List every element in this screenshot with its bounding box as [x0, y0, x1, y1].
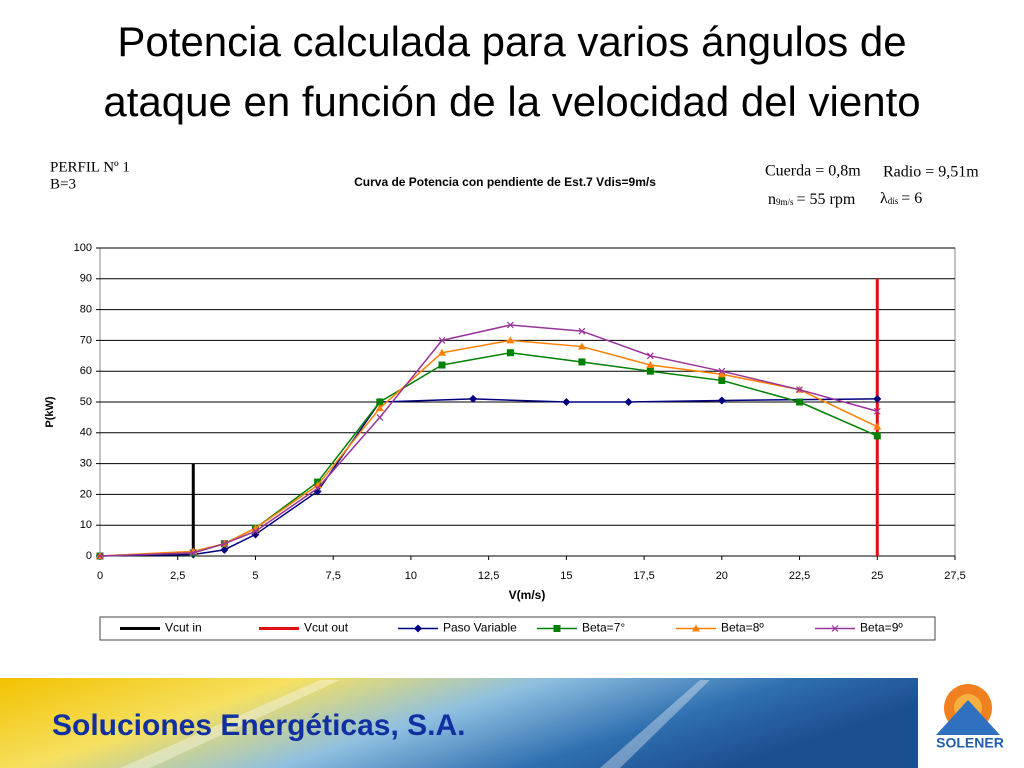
x-tick-label: 20: [716, 570, 728, 582]
marker: [646, 367, 654, 375]
annotation: λdis = 6: [880, 190, 922, 207]
marker: [646, 352, 654, 360]
marker: [624, 398, 633, 406]
x-tick-label: 12,5: [478, 570, 499, 582]
marker: [438, 336, 446, 344]
marker: [873, 422, 882, 430]
annotation-symbol: λ: [880, 190, 888, 207]
marker: [578, 327, 586, 335]
annotation: Cuerda = 0,8m: [765, 163, 861, 180]
x-axis-label: V(m/s): [509, 588, 546, 602]
marker: [873, 394, 882, 403]
y-tick-label: 60: [80, 365, 92, 377]
y-tick-label: 0: [86, 550, 92, 562]
annotation-text: = 6: [901, 190, 922, 207]
annotation: Radio = 9,51m: [883, 164, 979, 181]
marker: [375, 404, 384, 412]
marker: [96, 552, 104, 560]
marker: [220, 540, 228, 548]
legend-label: Beta=7°: [582, 621, 625, 635]
marker: [692, 624, 700, 632]
annotation-symbol: n: [768, 191, 776, 208]
y-axis-label: P(kW): [44, 396, 56, 428]
legend: [99, 616, 936, 641]
annotation-subscript: 9m/s: [776, 197, 794, 207]
legend-entries: Vcut in Vcut out Paso Variable Beta=7° Beta=…: [120, 621, 903, 635]
annotation: n9m/s = 55 rpm: [768, 191, 856, 208]
marker: [646, 361, 655, 369]
chart-title: Curva de Potencia con pendiente de Est.7…: [354, 175, 656, 189]
slide-title: ataque en función de la velocidad del vi…: [103, 78, 920, 125]
x-tick-label: 17,5: [633, 570, 654, 582]
x-tick-label: 27,5: [944, 570, 965, 582]
marker: [578, 358, 586, 366]
marker: [252, 527, 259, 535]
x-tick-label: 2,5: [170, 570, 185, 582]
marker: [376, 413, 384, 421]
y-tick-label: 100: [74, 242, 92, 254]
marker: [189, 549, 197, 557]
x-tick-label: 5: [252, 570, 258, 582]
y-tick-label: 10: [80, 519, 92, 531]
marker: [718, 367, 726, 375]
y-tick-label: 20: [80, 488, 92, 500]
legend-label: Vcut in: [165, 621, 202, 635]
annotation: PERFIL Nº 1: [50, 159, 130, 175]
decoration: [120, 680, 710, 768]
slide-title: Potencia calculada para varios ángulos d…: [117, 18, 906, 65]
plot: [96, 278, 882, 560]
marker: [469, 394, 478, 403]
logo-text: SOLENER: [936, 735, 1004, 751]
legend-label: Beta=8º: [721, 621, 764, 635]
x-tick-label: 15: [560, 570, 572, 582]
x-tick-label: 10: [405, 570, 417, 582]
logo: SOLENER: [936, 684, 1004, 751]
x-tick-label: 25: [871, 570, 883, 582]
marker: [796, 398, 804, 406]
marker: [220, 545, 229, 554]
marker: [438, 361, 446, 369]
footer-band: [0, 678, 918, 768]
x-tick-label: 0: [97, 570, 103, 582]
x-tick-label: 22,5: [789, 570, 810, 582]
y-tick-label: 30: [80, 458, 92, 470]
annotation: B=3: [50, 176, 76, 192]
legend-label: Beta=9º: [860, 621, 903, 635]
marker: [718, 376, 726, 384]
y-tick-label: 40: [80, 427, 92, 439]
marker: [438, 348, 446, 356]
marker: [376, 398, 384, 406]
marker: [553, 625, 561, 632]
marker: [314, 484, 322, 492]
logo-mountain: [936, 700, 1000, 735]
marker: [506, 336, 515, 344]
marker: [506, 349, 514, 357]
footer-text: Soluciones Energéticas, S.A.: [52, 709, 465, 742]
marker: [831, 625, 839, 632]
annotation-text: = 55 rpm: [797, 191, 856, 208]
marker: [562, 398, 571, 406]
marker: [577, 342, 586, 350]
marker: [506, 321, 514, 329]
y-tick-label: 90: [80, 273, 92, 285]
legend-label: Vcut out: [304, 621, 349, 635]
marker: [414, 624, 422, 633]
grid: 0 10 20 30 40 50 60 70 80 90 100 0 2,5 5 7,5 10 12,5 15 17…: [74, 242, 966, 582]
x-tick-label: 7,5: [326, 570, 341, 582]
marker: [796, 386, 803, 394]
marker: [873, 407, 881, 415]
marker: [717, 370, 726, 378]
y-tick-label: 80: [80, 304, 92, 316]
annotation-subscript: dis: [888, 196, 899, 206]
marker: [717, 396, 726, 405]
y-tick-label: 70: [80, 334, 92, 346]
marker: [873, 432, 881, 440]
legend-label: Paso Variable: [443, 621, 517, 635]
y-tick-label: 50: [80, 396, 92, 408]
